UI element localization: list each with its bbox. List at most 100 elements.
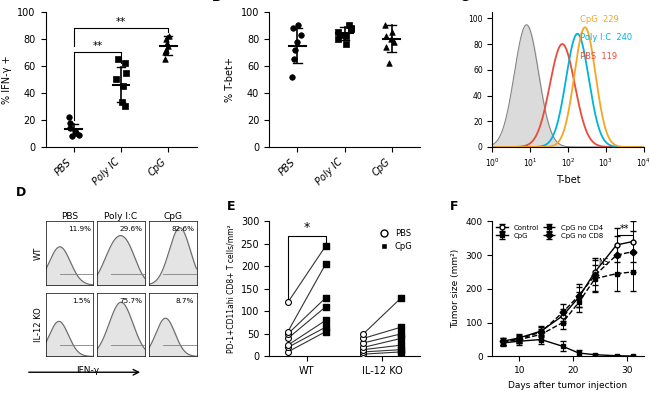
Point	[341, 41, 351, 48]
Point	[283, 349, 293, 355]
Point	[358, 349, 369, 355]
Point	[120, 60, 130, 67]
Point	[288, 25, 298, 31]
Point	[65, 125, 75, 131]
Point	[159, 56, 170, 62]
Point	[344, 22, 354, 29]
Text: 8.7%: 8.7%	[176, 298, 194, 304]
Point	[164, 33, 175, 39]
Text: 29.6%: 29.6%	[120, 227, 142, 232]
Point	[320, 304, 331, 310]
Point	[358, 351, 369, 357]
X-axis label: Days after tumor injection: Days after tumor injection	[508, 381, 627, 390]
Point	[111, 76, 121, 83]
Point	[283, 328, 293, 335]
Text: PBS  119: PBS 119	[580, 52, 617, 61]
Point	[283, 331, 293, 337]
Point	[320, 243, 331, 249]
Point	[358, 331, 369, 337]
Point	[283, 299, 293, 306]
Point	[396, 331, 406, 337]
Point	[385, 36, 396, 42]
Text: 11.9%: 11.9%	[68, 227, 91, 232]
Point	[396, 335, 406, 342]
Text: 1.5%: 1.5%	[73, 298, 91, 304]
Point	[396, 295, 406, 301]
Text: NS: NS	[598, 258, 608, 267]
Title: CpG: CpG	[163, 211, 182, 221]
Text: **: **	[116, 17, 126, 27]
Point	[296, 32, 307, 38]
Point	[283, 342, 293, 348]
Text: IFN-γ: IFN-γ	[76, 366, 99, 375]
Text: C: C	[460, 0, 469, 4]
Point	[161, 36, 171, 42]
Y-axis label: Tumor size (mm²): Tumor size (mm²)	[451, 249, 460, 328]
Point	[358, 344, 369, 350]
Point	[290, 47, 300, 53]
Point	[380, 22, 390, 29]
Point	[67, 133, 77, 139]
Text: D: D	[16, 186, 27, 199]
Point	[117, 99, 127, 106]
Point	[381, 44, 391, 50]
Point	[112, 56, 123, 62]
Point	[320, 324, 331, 330]
Point	[320, 328, 331, 335]
Legend: PBS, CpG: PBS, CpG	[376, 225, 416, 254]
Text: Poly I:C  240: Poly I:C 240	[580, 34, 632, 42]
Y-axis label: IL-12 KO: IL-12 KO	[34, 307, 43, 342]
Point	[162, 40, 173, 46]
Point	[283, 335, 293, 342]
Point	[396, 346, 406, 353]
Point	[396, 349, 406, 355]
Point	[335, 32, 345, 38]
Point	[289, 56, 300, 62]
Point	[64, 114, 74, 120]
Point	[72, 130, 82, 137]
Point	[283, 344, 293, 350]
Point	[333, 36, 343, 42]
Text: B: B	[212, 0, 221, 4]
Text: *: *	[304, 221, 310, 234]
Point	[320, 295, 331, 301]
Point	[320, 261, 331, 267]
Point	[287, 74, 298, 80]
Point	[292, 22, 303, 29]
Point	[121, 70, 131, 76]
Title: Poly I:C: Poly I:C	[105, 211, 138, 221]
Point	[159, 49, 170, 55]
Point	[65, 120, 75, 126]
Legend: Control, CpG, CpG no CD4, CpG no CD8: Control, CpG, CpG no CD4, CpG no CD8	[496, 225, 603, 239]
Y-axis label: % T-bet+: % T-bet+	[226, 57, 235, 102]
Text: **: **	[92, 41, 103, 51]
Point	[291, 38, 302, 45]
Point	[386, 29, 396, 35]
Text: F: F	[450, 200, 459, 213]
Text: E: E	[227, 200, 235, 213]
Point	[70, 128, 80, 134]
Point	[333, 29, 344, 35]
Point	[161, 47, 171, 53]
Point	[163, 42, 174, 49]
Point	[358, 335, 369, 342]
Point	[346, 26, 356, 32]
Point	[396, 342, 406, 348]
X-axis label: T-bet: T-bet	[556, 175, 580, 185]
Point	[389, 38, 400, 45]
Point	[381, 33, 391, 39]
Y-axis label: PD-1+CD11ahi CD8+ T cells/mm²: PD-1+CD11ahi CD8+ T cells/mm²	[226, 225, 235, 353]
Y-axis label: % IFN-γ +: % IFN-γ +	[2, 55, 12, 104]
Point	[341, 33, 351, 39]
Point	[346, 25, 356, 31]
Point	[120, 103, 131, 110]
Text: 75.7%: 75.7%	[120, 298, 142, 304]
Point	[396, 324, 406, 330]
Title: PBS: PBS	[61, 211, 78, 221]
Text: CpG  229: CpG 229	[580, 15, 619, 24]
Point	[320, 317, 331, 324]
Y-axis label: WT: WT	[34, 247, 43, 260]
Point	[358, 346, 369, 353]
Point	[118, 83, 129, 89]
Point	[358, 340, 369, 346]
